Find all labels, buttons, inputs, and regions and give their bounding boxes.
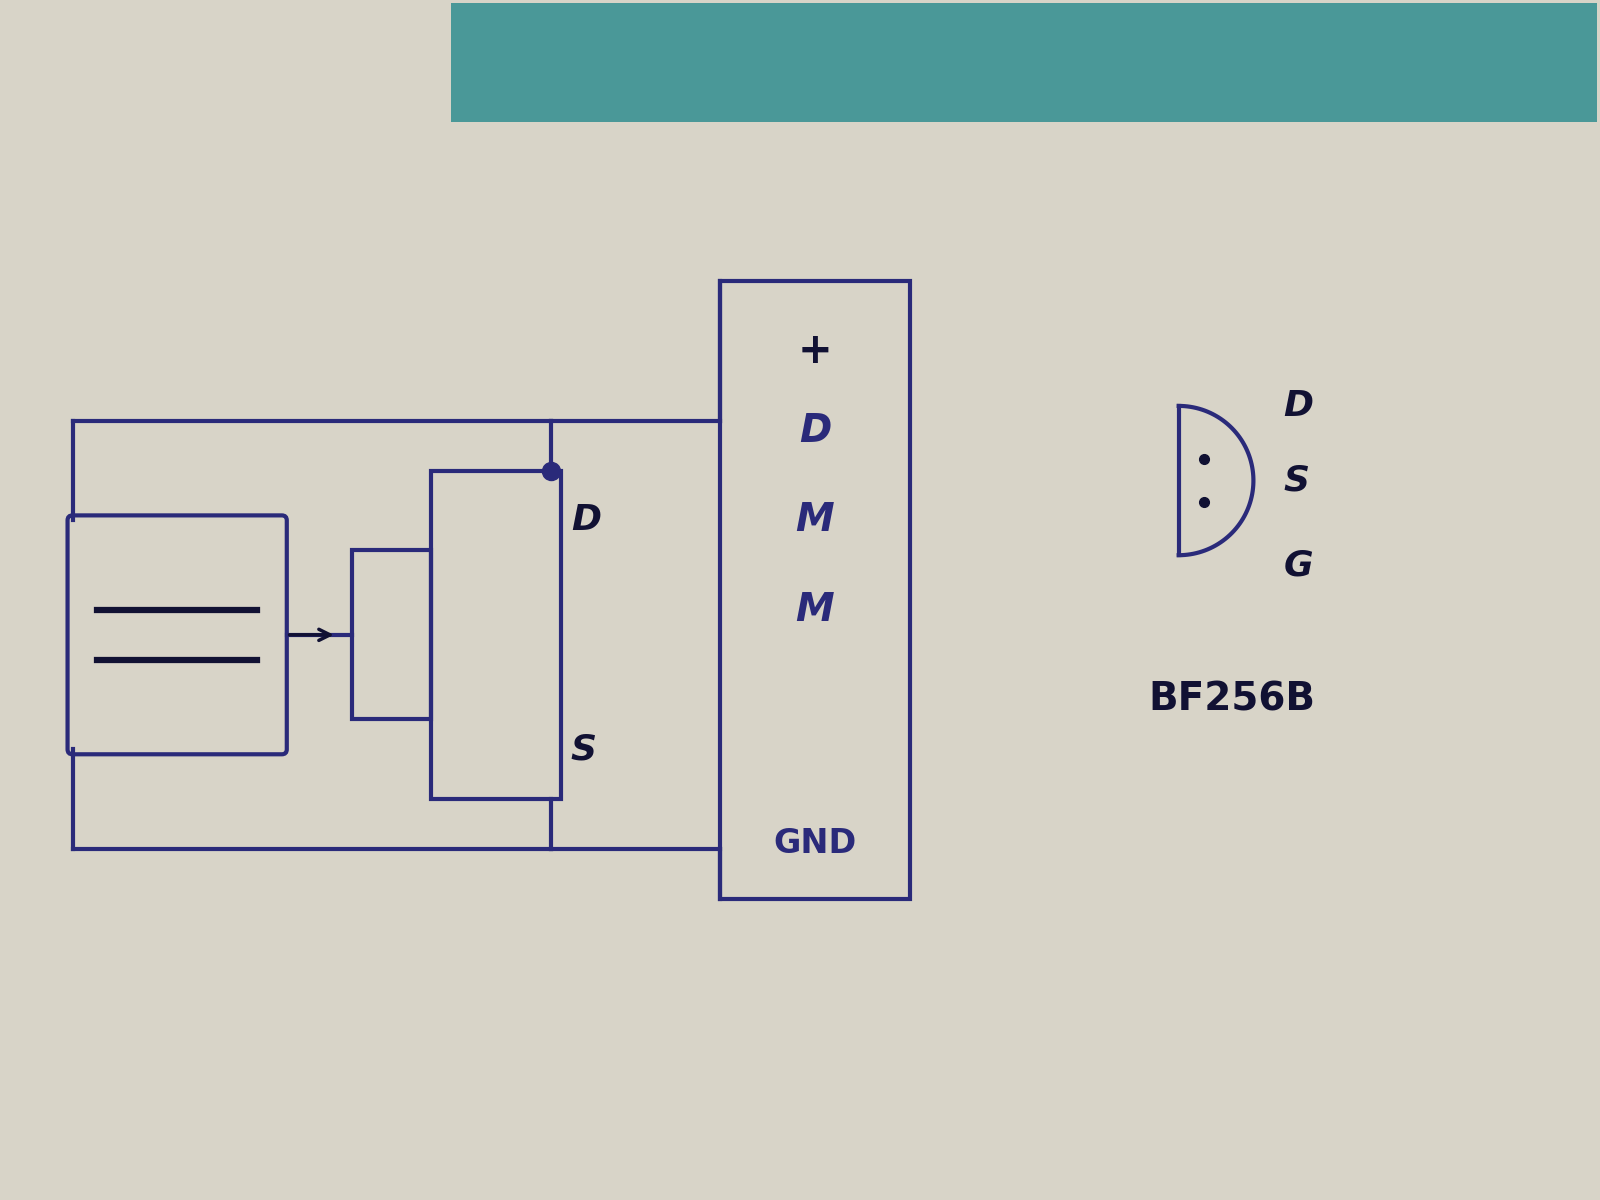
Text: BF256B: BF256B — [1149, 680, 1315, 719]
Bar — [451, 0, 1597, 122]
Bar — [432, 470, 562, 799]
Text: D: D — [571, 503, 600, 538]
Text: S: S — [1283, 463, 1309, 498]
Text: G: G — [1283, 548, 1314, 582]
Text: S: S — [571, 732, 597, 767]
Bar — [352, 551, 432, 720]
Text: +: + — [797, 330, 832, 372]
Text: GND: GND — [773, 827, 856, 860]
Text: D: D — [1283, 389, 1314, 422]
Text: M: M — [795, 502, 834, 539]
Text: D: D — [798, 412, 830, 450]
Bar — [720, 282, 910, 899]
Text: M: M — [795, 590, 834, 629]
